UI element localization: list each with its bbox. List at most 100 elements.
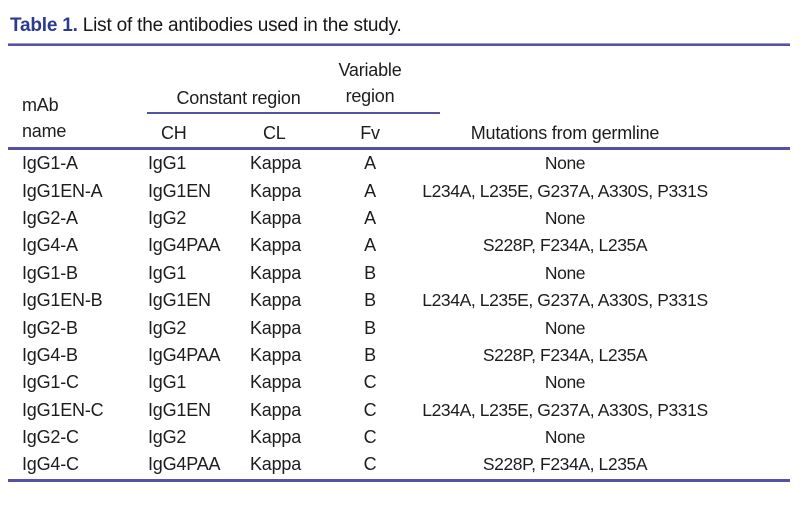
cell-mutations: L234A, L235E, G237A, A330S, P331S — [410, 400, 720, 421]
cell-cl: Kappa — [250, 427, 302, 448]
cell-fv: A — [364, 207, 376, 228]
cell-mutations: None — [410, 208, 720, 229]
cell-fv: B — [364, 262, 376, 283]
table-caption: Table 1. List of the antibodies used in t… — [8, 13, 790, 38]
group-header-variable-region: Variable region — [330, 57, 410, 109]
cell-fv: C — [363, 372, 377, 393]
cell-mutations-text: S228P, F234A, L235A — [482, 235, 648, 256]
column-header-mab-name: mAb name — [22, 92, 66, 144]
cell-mutations: S228P, F234A, L235A — [410, 235, 720, 256]
cell-ch: IgG1EN — [148, 290, 211, 311]
caption-text: List of the antibodies used in the study… — [82, 15, 402, 36]
cell-cl: Kappa — [250, 153, 302, 174]
table-row: IgG1-A IgG1 Kappa A None — [8, 150, 790, 177]
column-header-mutations: Mutations from germline — [470, 123, 660, 143]
mab-name-line2: name — [22, 121, 67, 141]
cell-ch: IgG2 — [148, 317, 187, 338]
mab-name-line1: mAb — [22, 95, 59, 115]
cell-mab-name: IgG4-B — [22, 344, 78, 365]
table-row: IgG1-C IgG1 Kappa C None — [8, 369, 790, 396]
cell-mutations-text: None — [544, 317, 586, 338]
cell-mutations-text: None — [544, 207, 586, 228]
cell-mutations-text: L234A, L235E, G237A, A330S, P331S — [422, 399, 708, 420]
column-header-cl: CL — [263, 123, 286, 143]
cell-mutations: S228P, F234A, L235A — [410, 454, 720, 475]
cell-mutations: None — [410, 318, 720, 339]
cell-ch: IgG4PAA — [148, 344, 221, 365]
cell-cl: Kappa — [250, 180, 302, 201]
cell-ch: IgG4PAA — [148, 454, 221, 475]
cell-cl: Kappa — [250, 235, 302, 256]
cell-mutations: None — [410, 153, 720, 174]
caption-label: Table 1. — [10, 15, 78, 36]
cell-cl: Kappa — [250, 454, 302, 475]
cell-cl: Kappa — [250, 372, 302, 393]
cell-mutations-text: L234A, L235E, G237A, A330S, P331S — [422, 290, 708, 311]
cell-mutations-text: L234A, L235E, G237A, A330S, P331S — [422, 180, 708, 201]
cell-mutations-text: S228P, F234A, L235A — [482, 454, 648, 475]
table-row: IgG2-C IgG2 Kappa C None — [8, 424, 790, 451]
cell-fv: B — [364, 344, 376, 365]
cell-fv: C — [363, 399, 377, 420]
cell-cl: Kappa — [250, 290, 302, 311]
cell-ch: IgG1 — [148, 153, 187, 174]
cell-mutations-text: None — [544, 427, 586, 448]
table-row: IgG1-B IgG1 Kappa B None — [8, 260, 790, 287]
cell-fv: C — [363, 454, 377, 475]
cell-mutations: S228P, F234A, L235A — [410, 345, 720, 366]
table-header: mAb name Constant region Variable region… — [8, 46, 790, 147]
cell-fv: A — [364, 153, 376, 174]
cell-cl: Kappa — [250, 262, 302, 283]
cell-mutations: None — [410, 263, 720, 284]
group-header-constant-region: Constant region — [176, 88, 301, 108]
cell-mutations-text: None — [544, 262, 586, 283]
table-row: IgG1EN-A IgG1EN Kappa A L234A, L235E, G2… — [8, 177, 790, 204]
column-header-ch: CH — [161, 123, 187, 143]
cell-mab-name: IgG1EN-A — [22, 180, 103, 201]
cell-mutations: None — [410, 427, 720, 448]
cell-ch: IgG1 — [148, 262, 187, 283]
cell-ch: IgG2 — [148, 427, 187, 448]
cell-ch: IgG2 — [148, 207, 187, 228]
cell-fv: C — [363, 427, 377, 448]
cell-mab-name: IgG2-A — [22, 207, 78, 228]
cell-mutations: None — [410, 372, 720, 393]
cell-cl: Kappa — [250, 207, 302, 228]
cell-mab-name: IgG1-A — [22, 153, 78, 174]
cell-mab-name: IgG4-C — [22, 454, 79, 475]
table-row: IgG1EN-C IgG1EN Kappa C L234A, L235E, G2… — [8, 397, 790, 424]
cell-cl: Kappa — [250, 399, 302, 420]
cell-mab-name: IgG4-A — [22, 235, 78, 256]
cell-cl: Kappa — [250, 317, 302, 338]
cell-fv: A — [364, 235, 376, 256]
variable-region-line1: Variable — [338, 60, 402, 80]
cell-mab-name: IgG1-C — [22, 372, 79, 393]
cell-ch: IgG1EN — [148, 180, 211, 201]
variable-region-line2: region — [345, 86, 395, 106]
cell-mab-name: IgG2-C — [22, 427, 79, 448]
table-row: IgG2-B IgG2 Kappa B None — [8, 314, 790, 341]
table-row: IgG4-B IgG4PAA Kappa B S228P, F234A, L23… — [8, 342, 790, 369]
cell-mab-name: IgG1-B — [22, 262, 78, 283]
cell-mutations-text: None — [544, 153, 586, 174]
cell-fv: A — [364, 180, 376, 201]
cell-ch: IgG1 — [148, 372, 187, 393]
header-rule — [8, 147, 790, 150]
spanner-rule — [147, 112, 440, 114]
cell-mutations-text: S228P, F234A, L235A — [482, 344, 648, 365]
caption-rule — [8, 43, 790, 46]
column-header-fv: Fv — [360, 123, 380, 143]
cell-ch: IgG1EN — [148, 399, 211, 420]
cell-mutations: L234A, L235E, G237A, A330S, P331S — [410, 290, 720, 311]
cell-cl: Kappa — [250, 344, 302, 365]
cell-fv: B — [364, 317, 376, 338]
cell-fv: B — [364, 290, 376, 311]
cell-mab-name: IgG1EN-B — [22, 290, 103, 311]
cell-mutations: L234A, L235E, G237A, A330S, P331S — [410, 181, 720, 202]
table-row: IgG2-A IgG2 Kappa A None — [8, 205, 790, 232]
cell-ch: IgG4PAA — [148, 235, 221, 256]
table-row: IgG4-A IgG4PAA Kappa A S228P, F234A, L23… — [8, 232, 790, 259]
cell-mutations-text: None — [544, 372, 586, 393]
cell-mab-name: IgG1EN-C — [22, 399, 104, 420]
table-row: IgG4-C IgG4PAA Kappa C S228P, F234A, L23… — [8, 451, 790, 478]
